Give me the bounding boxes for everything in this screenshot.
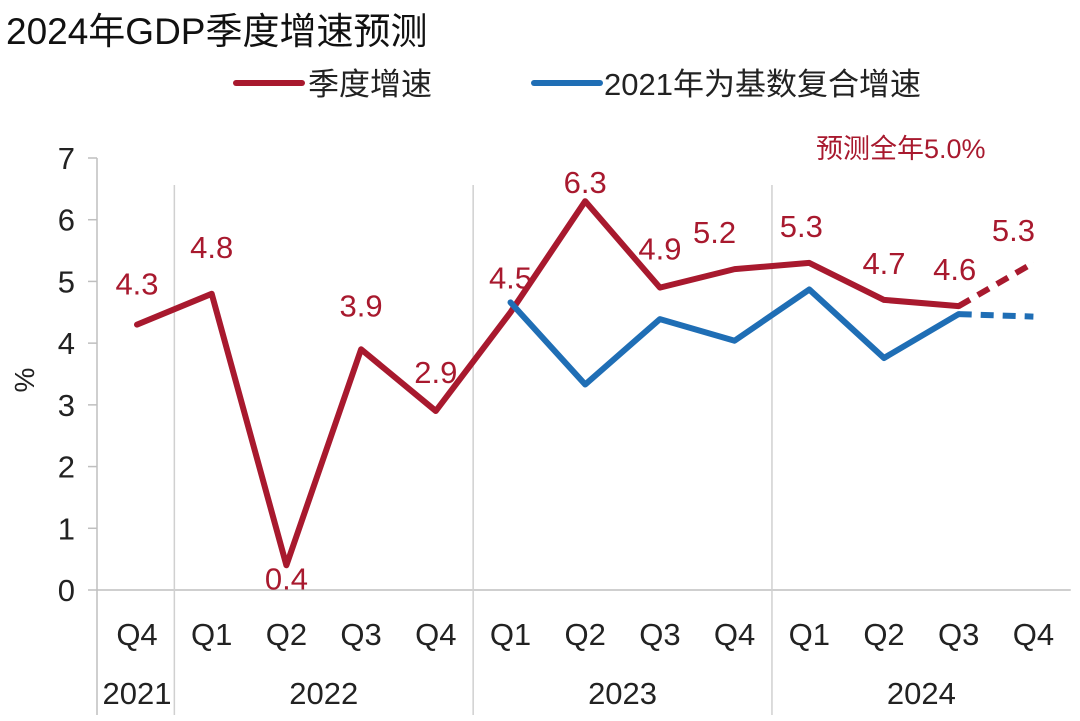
y-tick-label: 3	[58, 388, 75, 423]
data-label: 5.3	[992, 213, 1035, 248]
x-tick-label: Q4	[714, 617, 755, 652]
x-tick-label: Q1	[490, 617, 531, 652]
data-label: 6.3	[564, 165, 607, 200]
data-label: 4.3	[115, 267, 158, 302]
x-tick-label: Q2	[863, 617, 904, 652]
x-tick-label: Q2	[266, 617, 307, 652]
x-tick-label: Q3	[938, 617, 979, 652]
series-forecast-line-compound	[958, 311, 1034, 320]
x-tick-label: Q1	[789, 617, 830, 652]
year-label: 2021	[103, 676, 172, 711]
y-tick-label: 0	[58, 573, 75, 608]
x-tick-label: Q4	[1013, 617, 1054, 652]
legend-label-quarterly: 季度增速	[308, 67, 432, 102]
data-label: 0.4	[265, 561, 308, 596]
y-tick-label: 7	[58, 141, 75, 176]
series-line-compound	[507, 286, 962, 388]
chart-title: 2024年GDP季度增速预测	[6, 11, 428, 52]
x-tick-label: Q3	[639, 617, 680, 652]
data-labels: 4.3 4.8 0.4 3.9 2.9 4.5 6.3 4.9 5.2 5.3 4.7 4.6 5.3	[115, 165, 1035, 596]
y-tick-label: 2	[58, 450, 75, 485]
y-axis-label: %	[9, 368, 40, 393]
data-label: 5.3	[780, 209, 823, 244]
axes: 0 1 2 3 4 5 6 7 Q4 Q1 Q2 Q3 Q4 Q1 Q2 Q3 Q4 Q1 Q2 Q3 Q4 2021 20…	[58, 141, 1071, 715]
series-layer	[134, 198, 1035, 569]
year-label: 2023	[588, 676, 657, 711]
series-line-quarterly	[134, 198, 962, 569]
data-label: 4.6	[933, 252, 976, 287]
data-label: 4.8	[190, 230, 233, 265]
data-label: 3.9	[340, 288, 383, 323]
x-tick-label: Q1	[191, 617, 232, 652]
data-label: 5.2	[693, 215, 736, 250]
x-tick-label: Q4	[415, 617, 456, 652]
data-label: 4.5	[489, 260, 532, 295]
legend: 季度增速 2021年为基数复合增速	[233, 67, 921, 102]
year-label: 2022	[289, 676, 358, 711]
series-forecast-line-quarterly	[957, 260, 1035, 309]
x-tick-label: Q4	[116, 617, 157, 652]
forecast-annotation-prefix: 预测全年	[816, 134, 924, 164]
y-tick-label: 4	[58, 326, 75, 361]
year-label: 2024	[887, 676, 956, 711]
legend-label-compound: 2021年为基数复合增速	[604, 67, 921, 102]
x-tick-label: Q3	[340, 617, 381, 652]
forecast-annotation: 预测全年5.0%	[816, 134, 986, 164]
data-label: 4.9	[638, 232, 681, 267]
forecast-annotation-value: 5.0%	[924, 134, 986, 164]
x-tick-label: Q2	[565, 617, 606, 652]
data-label: 2.9	[414, 355, 457, 390]
data-label: 4.7	[862, 246, 905, 281]
y-tick-label: 1	[58, 511, 75, 546]
y-tick-label: 5	[58, 264, 75, 299]
y-tick-label: 6	[58, 203, 75, 238]
